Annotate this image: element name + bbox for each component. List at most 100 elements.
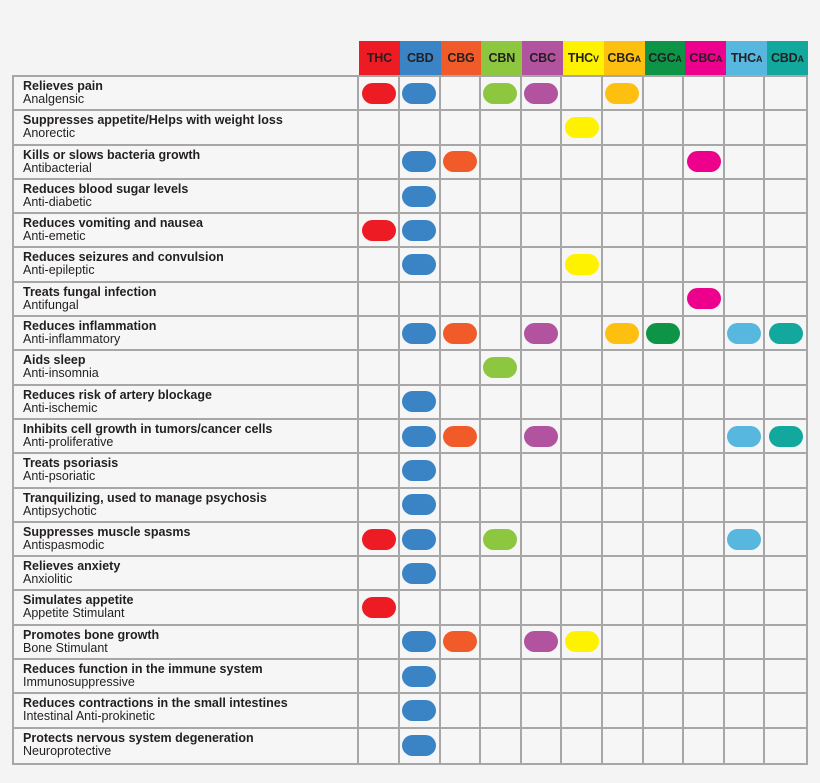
column-label: THC [567, 51, 594, 65]
column-header-thca: THC A [726, 41, 767, 75]
pill-marker-icon [442, 631, 477, 653]
matrix-cell [562, 419, 603, 453]
matrix-cell [603, 385, 644, 418]
pill-marker-icon [402, 185, 437, 207]
matrix-cell [522, 248, 563, 281]
pill-marker-icon [564, 116, 599, 138]
benefit-term: Anti-inflammatory [23, 332, 121, 347]
matrix-cell [644, 385, 685, 418]
column-label-subscript: A [715, 54, 723, 64]
matrix-cell [644, 454, 685, 487]
matrix-cell [522, 591, 563, 624]
matrix-cell [441, 145, 482, 178]
matrix-cell [359, 625, 400, 659]
matrix-cell [522, 385, 563, 418]
matrix-cell [522, 179, 563, 213]
matrix-cell [725, 625, 766, 659]
matrix-cell [562, 694, 603, 727]
matrix-cell [644, 522, 685, 556]
row-label: Reduces blood sugar levels Anti-diabetic [14, 179, 360, 213]
pill-marker-icon [442, 425, 477, 447]
benefit-title: Reduces inflammation [23, 319, 157, 334]
matrix-cell [400, 179, 441, 213]
benefit-title: Reduces blood sugar levels [23, 181, 189, 196]
benefit-title: Reduces function in the immune system [23, 662, 263, 677]
benefit-title: Relieves anxiety [23, 559, 121, 574]
benefit-term: Anti-psoriatic [23, 469, 96, 484]
matrix-cell [359, 145, 400, 178]
matrix-cell [481, 179, 522, 213]
matrix-cell [400, 282, 441, 316]
pill-marker-icon [686, 288, 721, 310]
matrix-cell [603, 419, 644, 453]
table-row: Reduces contractions in the small intest… [14, 694, 806, 729]
matrix-cell [481, 145, 522, 178]
table-row: Reduces seizures and convulsion Anti-epil… [14, 248, 806, 283]
matrix-cell [725, 145, 766, 178]
matrix-cell [562, 728, 603, 763]
matrix-cell [765, 180, 806, 212]
column-label: CBC [529, 51, 556, 65]
matrix-cell [522, 660, 563, 693]
matrix-cell [400, 728, 441, 763]
matrix-cell [765, 660, 806, 692]
matrix-cell [562, 317, 603, 350]
matrix-cell [562, 179, 603, 213]
matrix-cell [644, 625, 685, 659]
matrix-cell [359, 591, 400, 624]
benefit-term: Immunosuppressive [23, 675, 135, 690]
matrix-cell [765, 214, 806, 246]
matrix-cell [603, 317, 644, 350]
matrix-cell [603, 248, 644, 281]
matrix-cell [644, 179, 685, 213]
matrix-cell [359, 77, 400, 110]
matrix-cell [400, 77, 441, 110]
matrix-cell [765, 626, 806, 658]
matrix-cell [359, 660, 400, 693]
table-row: Suppresses muscle spasms Antispasmodic [14, 522, 806, 558]
matrix-cell [603, 77, 644, 110]
benefit-term: Antifungal [23, 297, 79, 312]
row-label: Treats psoriasis Anti-psoriatic [14, 454, 360, 487]
matrix-cell [441, 694, 482, 727]
matrix-cell [481, 317, 522, 350]
benefit-term: Anorectic [23, 126, 76, 141]
matrix-cell [441, 111, 482, 144]
matrix-cell [684, 419, 725, 453]
table-row: Treats fungal infection Antifungal [14, 282, 806, 318]
matrix-cell [765, 454, 806, 486]
table-row: Kills or slows bacteria growth Antibacter… [14, 145, 806, 180]
matrix-cell [725, 728, 766, 763]
matrix-cell [400, 214, 441, 247]
column-label: THC [730, 51, 756, 65]
matrix-cell [481, 488, 522, 521]
matrix-cell [359, 728, 400, 763]
matrix-cell [359, 694, 400, 727]
pill-marker-icon [402, 82, 437, 104]
matrix-cell [481, 660, 522, 693]
column-label: CBC [689, 51, 716, 65]
matrix-cell [725, 522, 766, 556]
benefit-title: Aids sleep [23, 353, 86, 368]
benefit-term: Intestinal Anti-prokinetic [23, 709, 156, 724]
column-header-cgca: CGC A [644, 41, 686, 75]
column-header-cbda: CBD A [766, 41, 808, 75]
table-row: Simulates appetite Appetite Stimulant [14, 591, 806, 626]
matrix-cell [765, 523, 806, 555]
matrix-cell [441, 248, 482, 281]
matrix-cell [400, 419, 441, 453]
matrix-cell [725, 317, 766, 350]
matrix-cell [481, 625, 522, 659]
matrix-cell [441, 214, 482, 247]
row-label: Relieves pain Analgensic [14, 77, 360, 110]
row-label: Relieves anxiety Anxiolitic [14, 557, 360, 590]
benefit-title: Reduces vomiting and nausea [23, 216, 203, 231]
matrix-cell [400, 351, 441, 384]
matrix-cell [603, 557, 644, 590]
pill-marker-icon [645, 322, 680, 344]
matrix-cell [400, 694, 441, 727]
matrix-cell [359, 351, 400, 384]
matrix-cell [481, 111, 522, 144]
column-header-cbga: CBG A [603, 41, 645, 75]
benefit-title: Suppresses muscle spasms [23, 524, 191, 539]
